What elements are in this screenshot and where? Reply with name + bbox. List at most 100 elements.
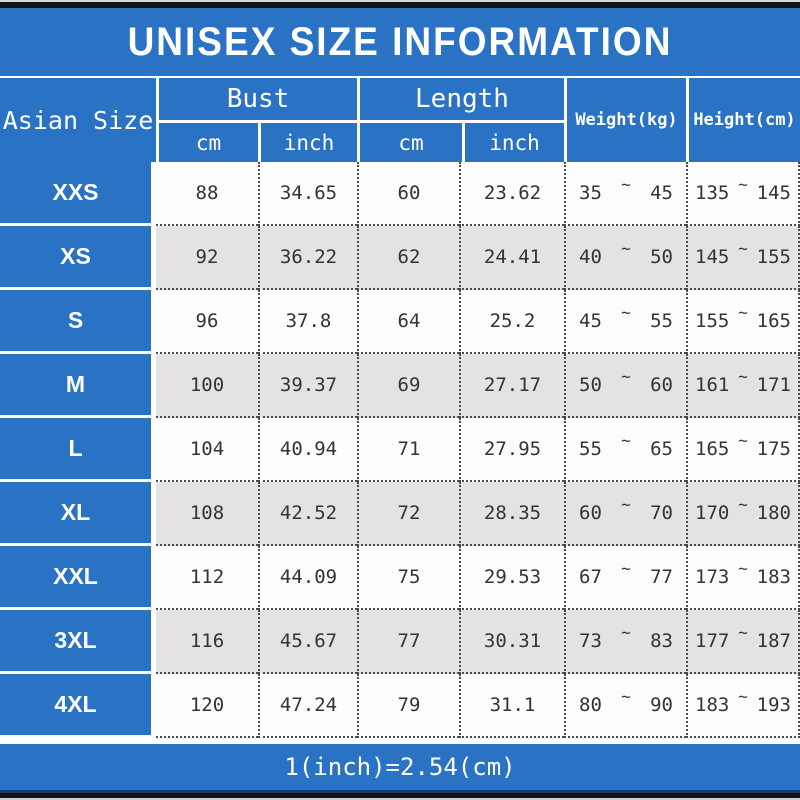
weight-range: 73 ~83	[564, 610, 686, 674]
height-min: 165	[695, 438, 730, 460]
height-range: 161 ~171	[686, 354, 800, 418]
height-max: 171	[756, 374, 791, 396]
height-max: 183	[756, 566, 791, 588]
tilde-separator: ~	[621, 366, 631, 386]
bust-cm-value: 116	[156, 610, 258, 674]
table-row: XL 108 42.52 72 28.35 60 ~70 170 ~180	[0, 482, 800, 546]
bust-inch-value: 42.52	[258, 482, 357, 546]
weight-max: 77	[650, 566, 673, 588]
table-row: XS 92 36.22 62 24.41 40 ~50 145 ~155	[0, 226, 800, 290]
length-inch-value: 28.35	[459, 482, 564, 546]
size-label: L	[0, 418, 156, 482]
col-header-bust-inch: inch	[258, 123, 357, 162]
length-inch-value: 23.62	[459, 162, 564, 226]
height-min: 177	[695, 630, 730, 652]
bust-inch-value: 40.94	[258, 418, 357, 482]
weight-range: 67 ~77	[564, 546, 686, 610]
height-min: 173	[695, 566, 730, 588]
table-row: XXS 88 34.65 60 23.62 35 ~45 135 ~145	[0, 162, 800, 226]
height-max: 175	[756, 438, 791, 460]
table-row: 3XL 116 45.67 77 30.31 73 ~83 177 ~187	[0, 610, 800, 674]
size-label: XS	[0, 226, 156, 290]
weight-max: 45	[650, 182, 673, 204]
length-inch-value: 27.95	[459, 418, 564, 482]
length-cm-value: 62	[357, 226, 459, 290]
bottom-navy-line	[0, 790, 800, 793]
bust-inch-value: 37.8	[258, 290, 357, 354]
length-inch-value: 27.17	[459, 354, 564, 418]
top-black-bar	[0, 2, 800, 8]
bust-cm-value: 88	[156, 162, 258, 226]
length-cm-value: 64	[357, 290, 459, 354]
weight-min: 35	[579, 182, 602, 204]
height-min: 161	[695, 374, 730, 396]
weight-min: 50	[579, 374, 602, 396]
height-range: 177 ~187	[686, 610, 800, 674]
top-edge-line	[0, 0, 800, 2]
weight-min: 73	[579, 630, 602, 652]
size-label: 3XL	[0, 610, 156, 674]
height-range: 145 ~155	[686, 226, 800, 290]
weight-max: 70	[650, 502, 673, 524]
bust-inch-value: 34.65	[258, 162, 357, 226]
length-inch-value: 31.1	[459, 674, 564, 738]
height-max: 187	[756, 630, 791, 652]
tilde-separator: ~	[738, 686, 748, 706]
table-row: S 96 37.8 64 25.2 45 ~55 155 ~165	[0, 290, 800, 354]
length-inch-value: 30.31	[459, 610, 564, 674]
height-min: 145	[695, 246, 730, 268]
weight-range: 35 ~45	[564, 162, 686, 226]
weight-range: 55 ~65	[564, 418, 686, 482]
col-group-length: Length cm inch	[357, 78, 564, 162]
col-header-bust-cm: cm	[195, 130, 222, 155]
bust-cm-value: 108	[156, 482, 258, 546]
weight-max: 90	[650, 694, 673, 716]
length-inch-value: 25.2	[459, 290, 564, 354]
col-header-asian-size: Asian Size	[2, 105, 154, 135]
height-range: 170 ~180	[686, 482, 800, 546]
col-group-bust: Bust cm inch	[156, 78, 357, 162]
length-cm-value: 77	[357, 610, 459, 674]
col-header-bust: Bust	[159, 78, 357, 123]
tilde-separator: ~	[621, 174, 631, 194]
weight-min: 55	[579, 438, 602, 460]
height-max: 165	[756, 310, 791, 332]
weight-min: 67	[579, 566, 602, 588]
bust-cm-value: 104	[156, 418, 258, 482]
height-range: 165 ~175	[686, 418, 800, 482]
length-inch-value: 29.53	[459, 546, 564, 610]
bust-inch-value: 36.22	[258, 226, 357, 290]
bust-subheaders: cm inch	[159, 123, 357, 162]
length-subheaders: cm inch	[360, 123, 564, 162]
height-range: 135 ~145	[686, 162, 800, 226]
conversion-note: 1(inch)=2.54(cm)	[284, 753, 516, 781]
tilde-separator: ~	[738, 622, 748, 642]
table-row: XXL 112 44.09 75 29.53 67 ~77 173 ~183	[0, 546, 800, 610]
height-max: 145	[756, 182, 791, 204]
bottom-edge-line	[0, 798, 800, 800]
tilde-separator: ~	[738, 238, 748, 258]
weight-max: 60	[650, 374, 673, 396]
bust-cm-value: 112	[156, 546, 258, 610]
tilde-separator: ~	[738, 302, 748, 322]
weight-min: 40	[579, 246, 602, 268]
bust-cm-value: 120	[156, 674, 258, 738]
height-min: 135	[695, 182, 730, 204]
table-footer-gap	[0, 738, 800, 744]
tilde-separator: ~	[621, 622, 631, 642]
tilde-separator: ~	[738, 494, 748, 514]
weight-min: 80	[579, 694, 602, 716]
weight-range: 40 ~50	[564, 226, 686, 290]
footer-bar: 1(inch)=2.54(cm)	[0, 744, 800, 790]
tilde-separator: ~	[738, 558, 748, 578]
tilde-separator: ~	[738, 174, 748, 194]
bust-inch-value: 47.24	[258, 674, 357, 738]
height-max: 180	[756, 502, 791, 524]
size-label: XL	[0, 482, 156, 546]
table-row: M 100 39.37 69 27.17 50 ~60 161 ~171	[0, 354, 800, 418]
page-title: UNISEX SIZE INFORMATION	[127, 19, 673, 64]
col-header-length-cm: cm	[398, 130, 424, 155]
height-range: 183 ~193	[686, 674, 800, 738]
weight-range: 50 ~60	[564, 354, 686, 418]
